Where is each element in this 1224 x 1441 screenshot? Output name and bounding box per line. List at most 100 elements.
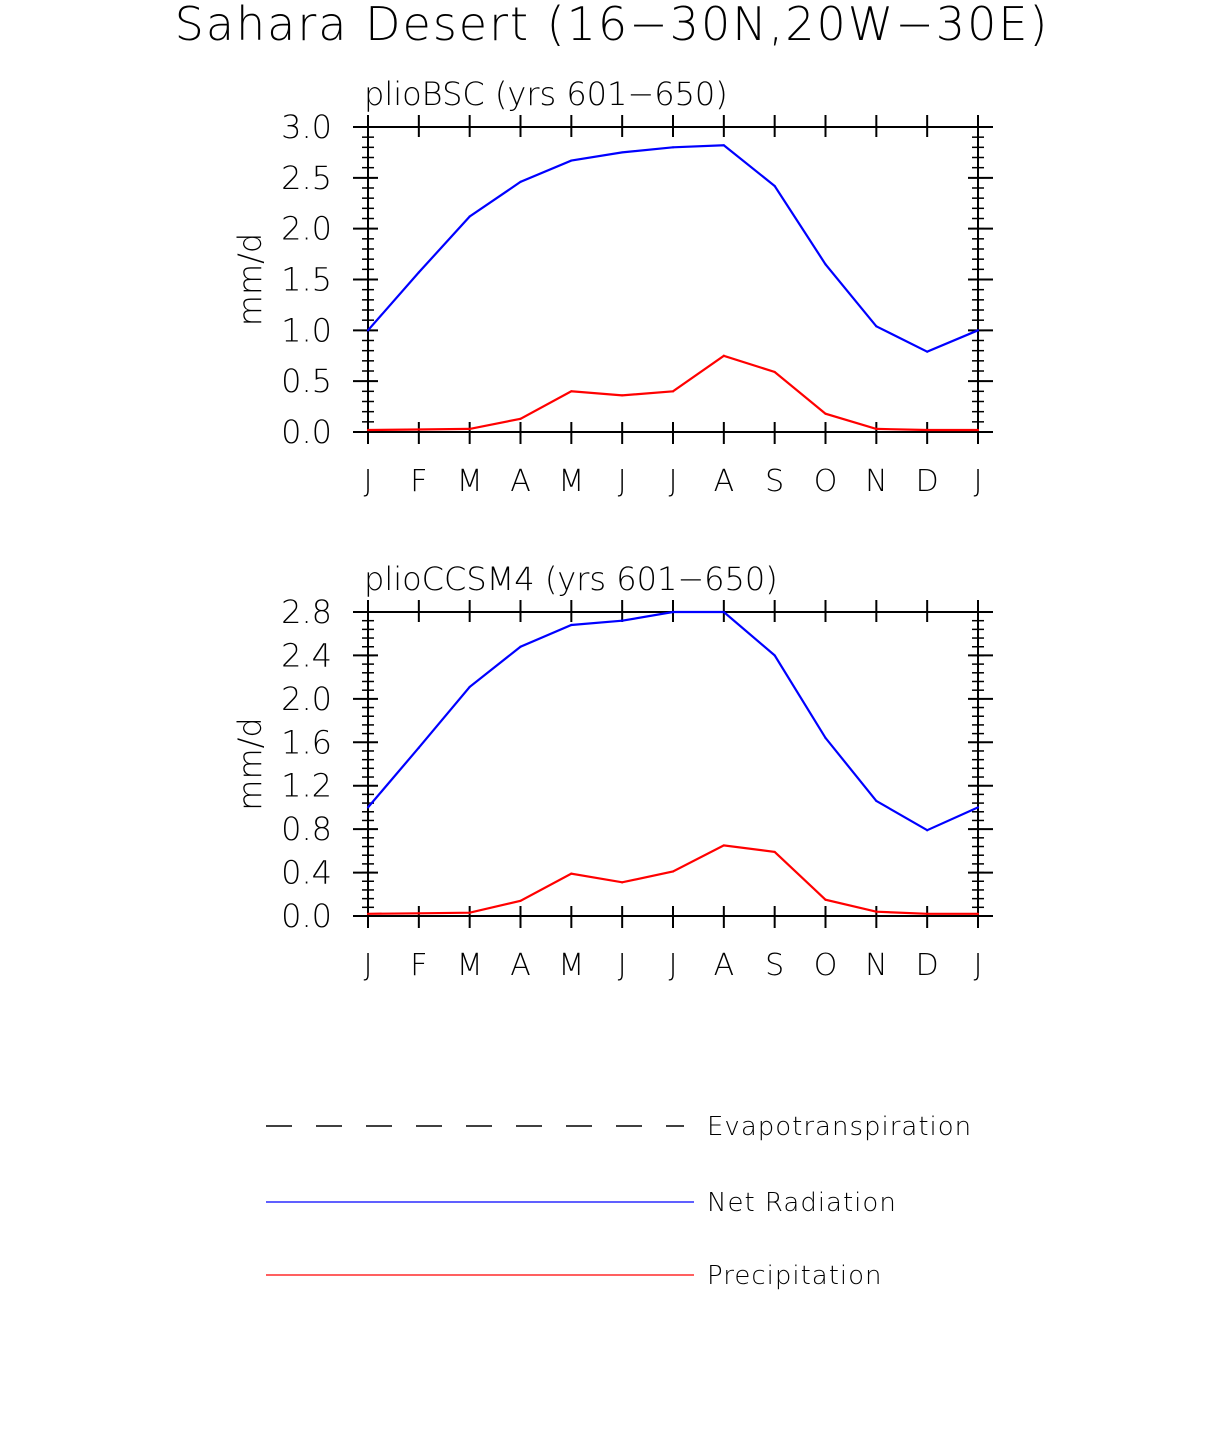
y-tick-label: 1.0 [281, 311, 332, 349]
y-axis-label: mm/d [231, 233, 269, 326]
data-point [875, 427, 878, 431]
data-point [773, 850, 776, 854]
y-tick-label: 0.0 [281, 413, 332, 451]
legend-label: Evapotranspiration [707, 1112, 972, 1142]
data-point [926, 350, 929, 353]
y-tick-label: 2.0 [281, 680, 332, 718]
data-point [366, 806, 370, 809]
data-point [671, 146, 675, 149]
data-point [773, 184, 776, 188]
x-tick-label: J [618, 464, 627, 499]
y-tick-label: 1.6 [281, 723, 332, 761]
x-tick-label: O [814, 948, 838, 983]
y-axis-label: mm/d [231, 717, 269, 810]
data-point [875, 325, 878, 328]
data-point [926, 428, 929, 432]
data-point [519, 899, 522, 902]
data-point [417, 428, 420, 431]
data-point [366, 912, 370, 915]
data-point [519, 180, 522, 183]
page-title: Sahara Desert (16−30N,20W−30E) [175, 0, 1050, 51]
x-tick-label: D [916, 948, 939, 983]
x-tick-label: O [814, 464, 838, 499]
y-tick-label: 2.5 [281, 159, 332, 197]
data-point [875, 799, 878, 803]
data-point [722, 844, 725, 847]
data-point [417, 746, 420, 749]
data-point [570, 872, 573, 875]
data-point [570, 390, 573, 393]
data-point [417, 912, 420, 915]
x-tick-label: M [558, 948, 584, 983]
data-point [773, 370, 776, 374]
data-point [468, 427, 471, 431]
data-point [671, 390, 675, 393]
data-point [366, 329, 370, 332]
x-tick-label: J [364, 948, 373, 983]
x-tick-label: J [974, 464, 983, 499]
x-tick-label: A [510, 464, 531, 499]
y-tick-label: 2.4 [281, 636, 332, 674]
data-point [824, 412, 827, 415]
x-tick-label: F [410, 464, 427, 499]
x-tick-label: S [765, 464, 784, 499]
x-tick-label: N [865, 464, 887, 499]
series-net-radiation [366, 610, 980, 832]
data-point [722, 610, 725, 614]
chart-2: plioCCSM4 (yrs 601−650)J F M A M J J A S O N D J0.00… [231, 560, 993, 983]
x-tick-label: M [558, 464, 584, 499]
data-point [671, 610, 675, 614]
data-point [519, 417, 522, 420]
plot-frame [367, 126, 979, 433]
x-tick-label: A [510, 948, 531, 983]
data-point [773, 654, 776, 657]
data-point [976, 806, 980, 809]
legend-label: Precipitation [707, 1261, 883, 1291]
data-point [976, 329, 980, 332]
x-tick-label: J [669, 948, 678, 983]
x-tick-label: D [916, 464, 939, 499]
data-point [926, 912, 929, 915]
y-tick-label: 0.4 [281, 854, 332, 892]
x-tick-label: A [714, 948, 735, 983]
series-line [367, 354, 978, 432]
data-point [570, 623, 573, 627]
chart-title: plioBSC (yrs 601−650) [364, 75, 728, 113]
data-point [671, 870, 675, 873]
y-tick-label: 0.5 [281, 362, 332, 400]
data-point [366, 428, 370, 432]
series-precipitation [366, 354, 980, 432]
data-point [722, 144, 725, 147]
chart-title: plioCCSM4 (yrs 601−650) [364, 560, 778, 598]
series-precipitation [366, 844, 980, 915]
data-point [621, 881, 624, 884]
y-tick-label: 3.0 [281, 108, 332, 146]
data-point [621, 619, 624, 622]
data-point [468, 215, 471, 218]
x-tick-label: M [457, 464, 483, 499]
y-tick-label: 1.2 [281, 767, 332, 805]
y-tick-label: 1.5 [281, 261, 332, 299]
y-tick-label: 0.8 [281, 810, 332, 848]
x-tick-label: F [410, 948, 427, 983]
data-point [519, 645, 522, 648]
data-point [926, 829, 929, 832]
y-tick-label: 2.0 [281, 210, 332, 248]
data-point [468, 685, 471, 689]
data-point [570, 159, 573, 162]
x-tick-label: J [974, 948, 983, 983]
y-tick-label: 0.0 [281, 897, 332, 935]
x-tick-label: S [765, 948, 784, 983]
x-tick-label: J [364, 464, 373, 499]
data-point [468, 911, 471, 914]
x-tick-label: A [714, 464, 735, 499]
data-point [824, 263, 827, 266]
data-point [824, 898, 827, 901]
legend: Evapotranspiration Net Radiation Precipita… [266, 1112, 972, 1291]
data-point [976, 428, 980, 432]
series-line [367, 144, 979, 353]
data-point [722, 354, 725, 357]
series-line [367, 844, 978, 915]
chart-1: plioBSC (yrs 601−650)J F M A M J J A S O N D J0.00.5… [231, 75, 993, 499]
data-point [621, 394, 624, 397]
